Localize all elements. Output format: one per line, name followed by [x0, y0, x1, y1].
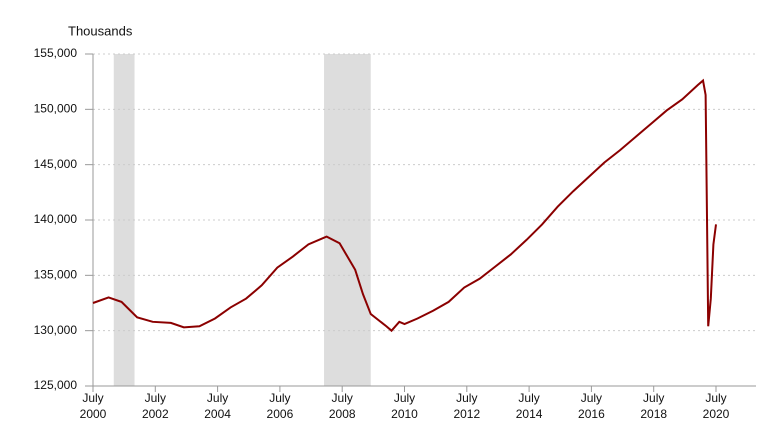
x-tick-label: 2006 [267, 407, 294, 421]
x-tick-label: July [394, 391, 415, 405]
y-tick-label: 140,000 [34, 212, 78, 226]
x-tick-label: July [82, 391, 103, 405]
data-line [92, 78, 717, 333]
x-tick-label: July [705, 391, 726, 405]
y-tick-label: 135,000 [34, 268, 78, 282]
y-tick-label: 130,000 [34, 323, 78, 337]
y-tick-label: 155,000 [34, 46, 78, 60]
x-tick-label: July [581, 391, 602, 405]
x-tick-label: 2014 [516, 407, 543, 421]
x-tick-label: 2008 [329, 407, 356, 421]
recession-band [324, 54, 371, 386]
x-tick-label: July [643, 391, 664, 405]
x-tick-label: July [269, 391, 290, 405]
y-tick-label: 145,000 [34, 157, 78, 171]
x-tick-label: 2016 [578, 407, 605, 421]
x-tick-label: July [332, 391, 353, 405]
y-tick-label: 125,000 [34, 378, 78, 392]
x-tick-label: 2000 [80, 407, 107, 421]
x-tick-label: 2020 [703, 407, 730, 421]
x-tick-label: 2010 [391, 407, 418, 421]
x-tick-label: 2002 [142, 407, 169, 421]
x-tick-label: July [207, 391, 228, 405]
y-axis-title: Thousands [68, 23, 133, 38]
x-tick-label: July [518, 391, 539, 405]
x-tick-label: 2018 [640, 407, 667, 421]
x-tick-label: 2012 [453, 407, 480, 421]
x-tick-label: 2004 [204, 407, 231, 421]
y-tick-label: 150,000 [34, 102, 78, 116]
x-tick-label: July [145, 391, 166, 405]
x-tick-label: July [456, 391, 477, 405]
